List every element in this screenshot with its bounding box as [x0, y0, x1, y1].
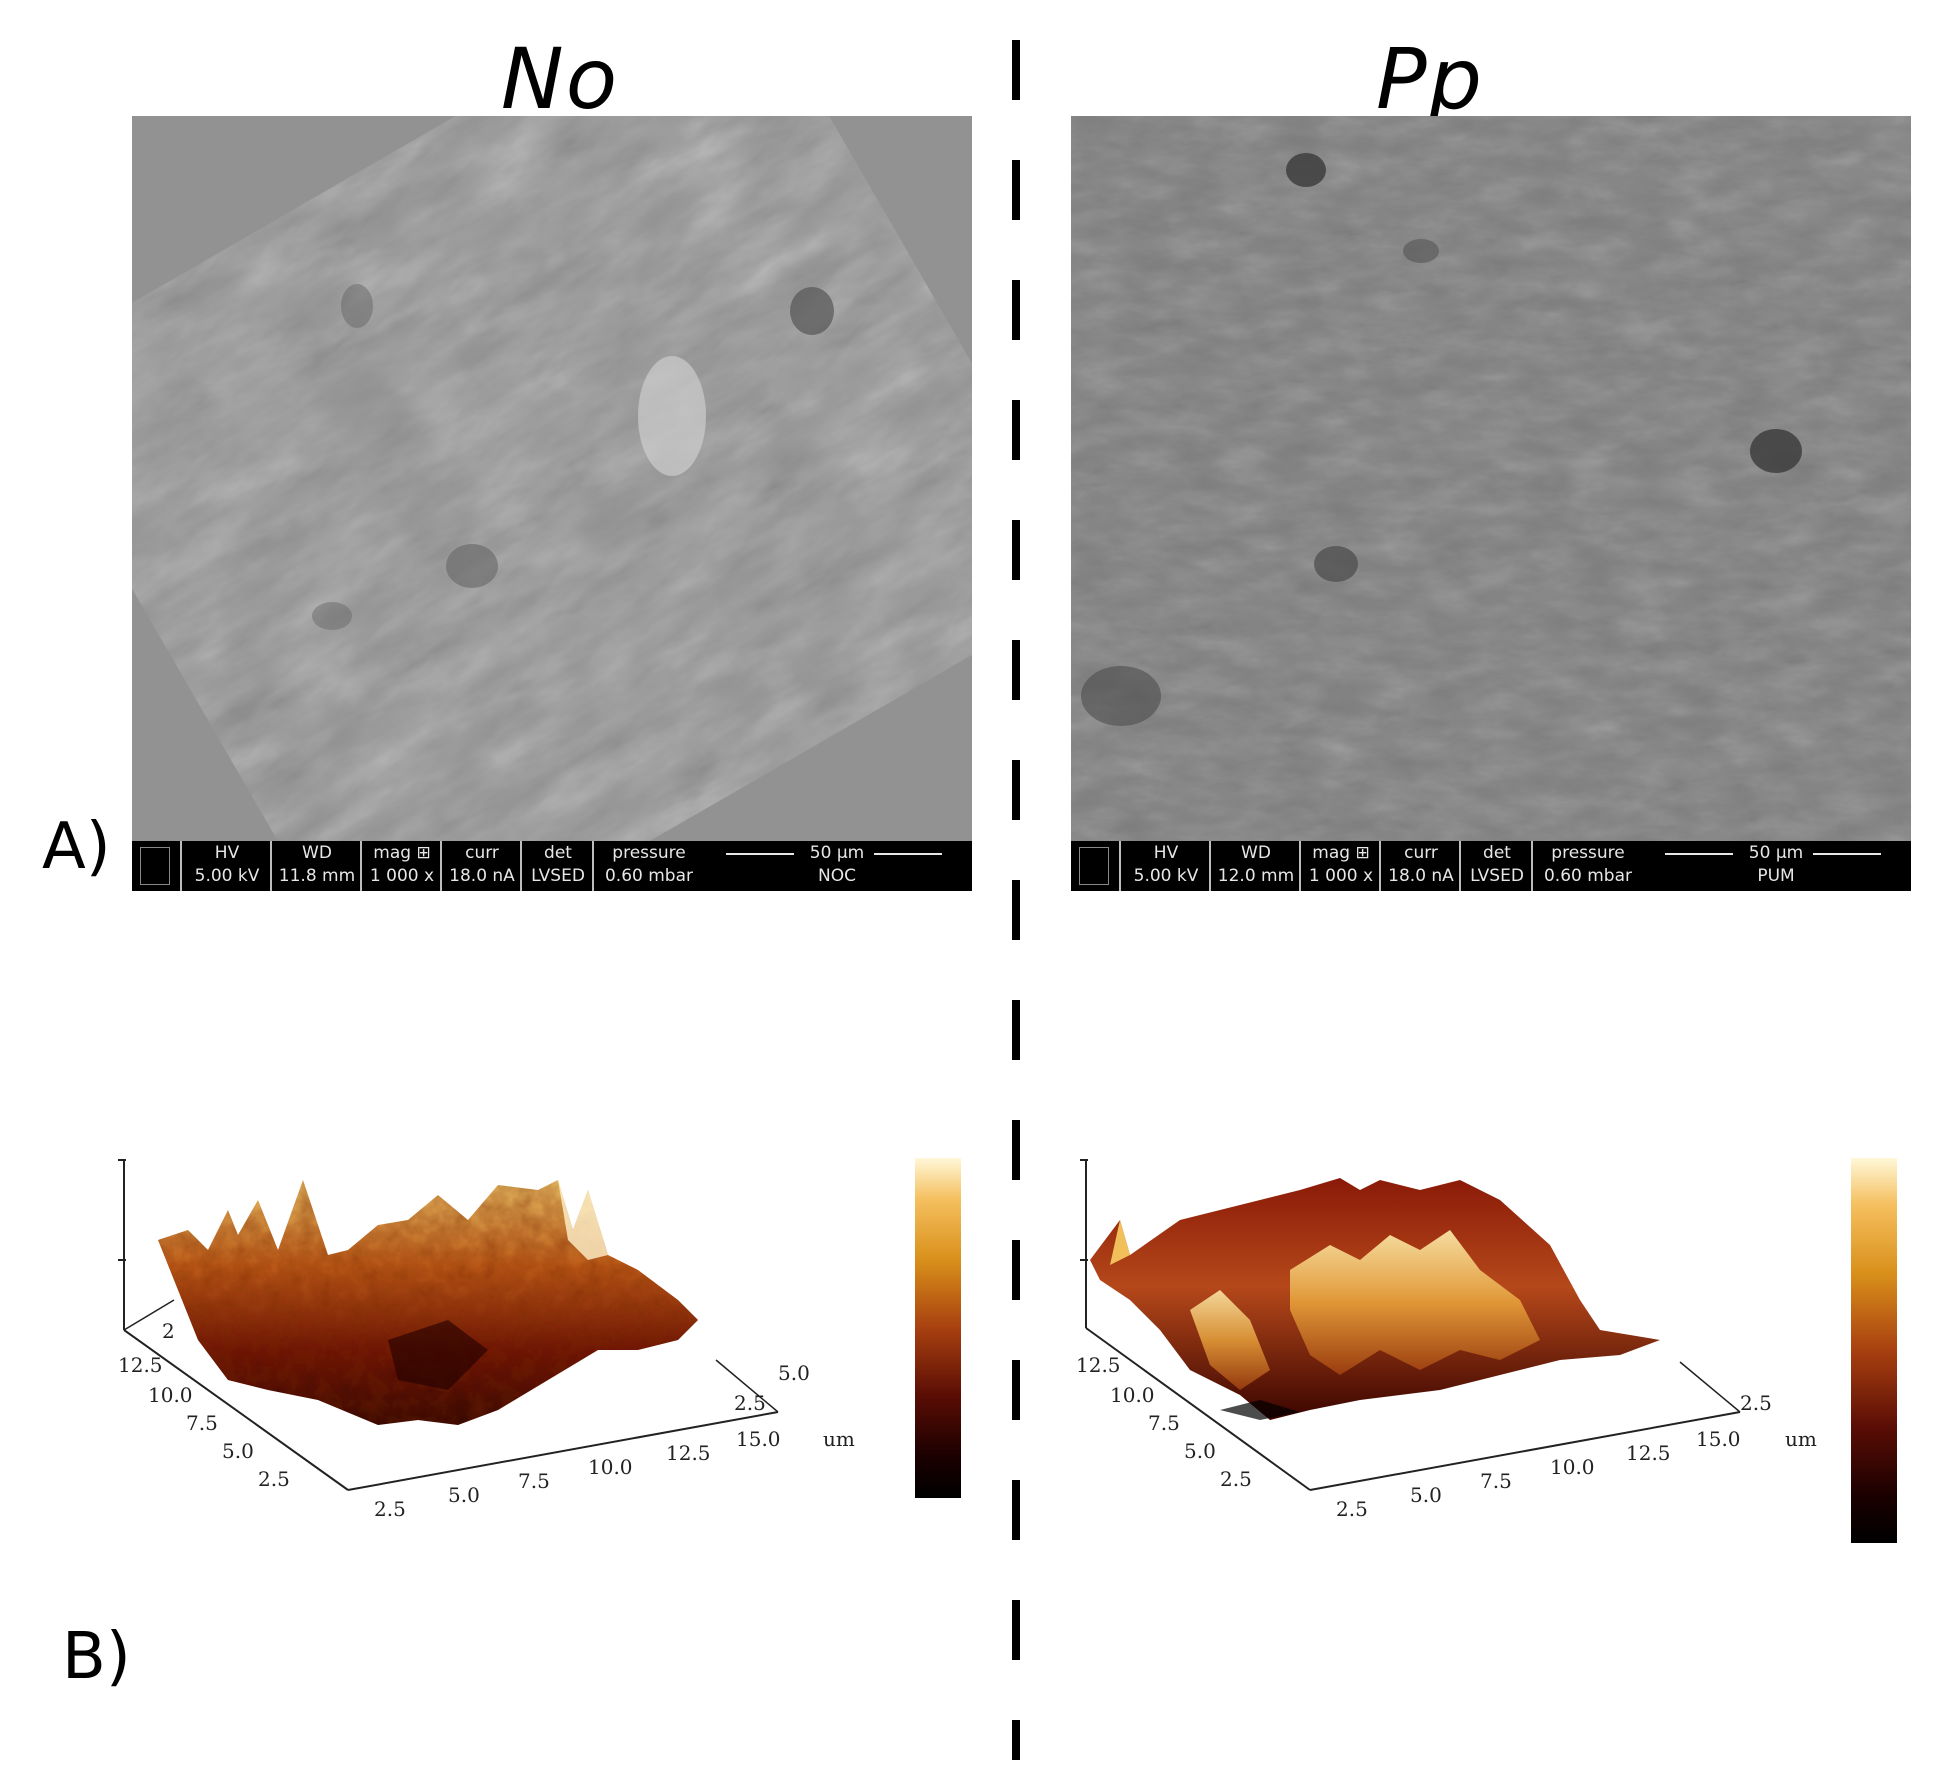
fei-logo-icon [1079, 847, 1109, 885]
x-tick-1: 2.5 [374, 1497, 406, 1521]
x-tick-6: 15.0 [1696, 1427, 1741, 1451]
y-tick-2: 5.0 [1184, 1439, 1216, 1463]
pressure-label: pressure [1551, 843, 1625, 863]
dashed-divider [1012, 40, 1020, 1760]
scale-bar-right [1813, 853, 1881, 855]
det-value: LVSED [531, 866, 585, 886]
right-tick-2: 5.0 [778, 1361, 810, 1385]
sem-info-bar-pp: HV 5.00 kV WD 12.0 mm mag ⊞ 1 000 x curr 18.… [1071, 841, 1911, 891]
x-tick-3: 7.5 [1480, 1469, 1512, 1493]
y-tick-3: 7.5 [186, 1411, 218, 1435]
right-tick-1: 2.5 [734, 1391, 766, 1415]
x-axis [1309, 1411, 1741, 1491]
column-title-no: No [500, 30, 620, 128]
y-tick-3: 7.5 [1148, 1411, 1180, 1435]
scale-value: 50 µm [809, 843, 865, 863]
scale-bar-right [874, 853, 942, 855]
scale-bar-left [726, 853, 794, 855]
pressure-value: 0.60 mbar [604, 866, 693, 886]
sem-texture-pp [1071, 116, 1911, 841]
y-tick-1: 2.5 [1220, 1467, 1252, 1491]
x-tick-6: 15.0 [736, 1427, 781, 1451]
det-label: det [1483, 843, 1511, 863]
x-tick-5: 12.5 [1626, 1441, 1671, 1465]
hv-value: 5.00 kV [1133, 866, 1199, 886]
column-title-pp: Pp [1376, 30, 1484, 128]
y-tick-4: 10.0 [1110, 1383, 1155, 1407]
z-tick: 2 [162, 1319, 175, 1343]
wd-value: 12.0 mm [1217, 866, 1295, 886]
panel-label-a: A) [42, 810, 111, 884]
mag-value: 1 000 x [1308, 866, 1374, 886]
sem-texture-no [132, 116, 972, 841]
mag-label: mag ⊞ [373, 843, 431, 863]
wd-label: WD [1241, 843, 1271, 863]
y-tick-1: 2.5 [258, 1467, 290, 1491]
panel-label-b: B) [62, 1620, 131, 1694]
sample-label: NOC [818, 866, 856, 886]
curr-value: 18.0 nA [1388, 866, 1454, 886]
det-value: LVSED [1470, 866, 1524, 886]
hv-label: HV [214, 843, 240, 863]
sem-info-bar-no: HV 5.00 kV WD 11.8 mm mag ⊞ 1 000 x curr 18.… [132, 841, 972, 891]
x-tick-2: 5.0 [1410, 1483, 1442, 1507]
sem-image-no: HV 5.00 kV WD 11.8 mm mag ⊞ 1 000 x curr 18.… [132, 116, 972, 891]
x-tick-5: 12.5 [666, 1441, 711, 1465]
x-tick-2: 5.0 [448, 1483, 480, 1507]
y-tick-5: 12.5 [118, 1353, 163, 1377]
afm-3d-plot-no: 2.5 5.0 7.5 10.0 12.5 15.0 2.5 5.0 7.5 1… [118, 1159, 855, 1521]
x-tick-3: 7.5 [518, 1469, 550, 1493]
x-tick-4: 10.0 [1550, 1455, 1595, 1479]
colorbar-pp [1851, 1158, 1897, 1543]
y-tick-4: 10.0 [148, 1383, 193, 1407]
curr-label: curr [1404, 843, 1438, 863]
fei-logo-icon [140, 847, 170, 885]
unit-label: um [1785, 1427, 1817, 1451]
scale-bar-left [1665, 853, 1733, 855]
mag-value: 1 000 x [369, 866, 435, 886]
x-tick-4: 10.0 [588, 1455, 633, 1479]
right-tick-1: 2.5 [1740, 1391, 1772, 1415]
det-label: det [544, 843, 572, 863]
scale-value: 50 µm [1748, 843, 1804, 863]
afm-3d-plot-pp: 2.5 5.0 7.5 10.0 12.5 15.0 2.5 5.0 7.5 1… [1076, 1159, 1817, 1521]
mag-label: mag ⊞ [1312, 843, 1370, 863]
y-axis [1085, 1327, 1311, 1491]
curr-label: curr [465, 843, 499, 863]
sample-label: PUM [1757, 866, 1795, 886]
colorbar-no [915, 1158, 961, 1498]
y-axis [123, 1329, 349, 1491]
hv-label: HV [1153, 843, 1179, 863]
x-tick-1: 2.5 [1336, 1497, 1368, 1521]
y-tick-2: 5.0 [222, 1439, 254, 1463]
pressure-value: 0.60 mbar [1543, 866, 1632, 886]
unit-label: um [823, 1427, 855, 1451]
wd-value: 11.8 mm [278, 866, 356, 886]
y-tick-5: 12.5 [1076, 1353, 1121, 1377]
wd-label: WD [302, 843, 332, 863]
curr-value: 18.0 nA [449, 866, 515, 886]
sem-image-pp: HV 5.00 kV WD 12.0 mm mag ⊞ 1 000 x curr 18.… [1071, 116, 1911, 891]
hv-value: 5.00 kV [194, 866, 260, 886]
x-axis [347, 1411, 779, 1491]
pressure-label: pressure [612, 843, 686, 863]
